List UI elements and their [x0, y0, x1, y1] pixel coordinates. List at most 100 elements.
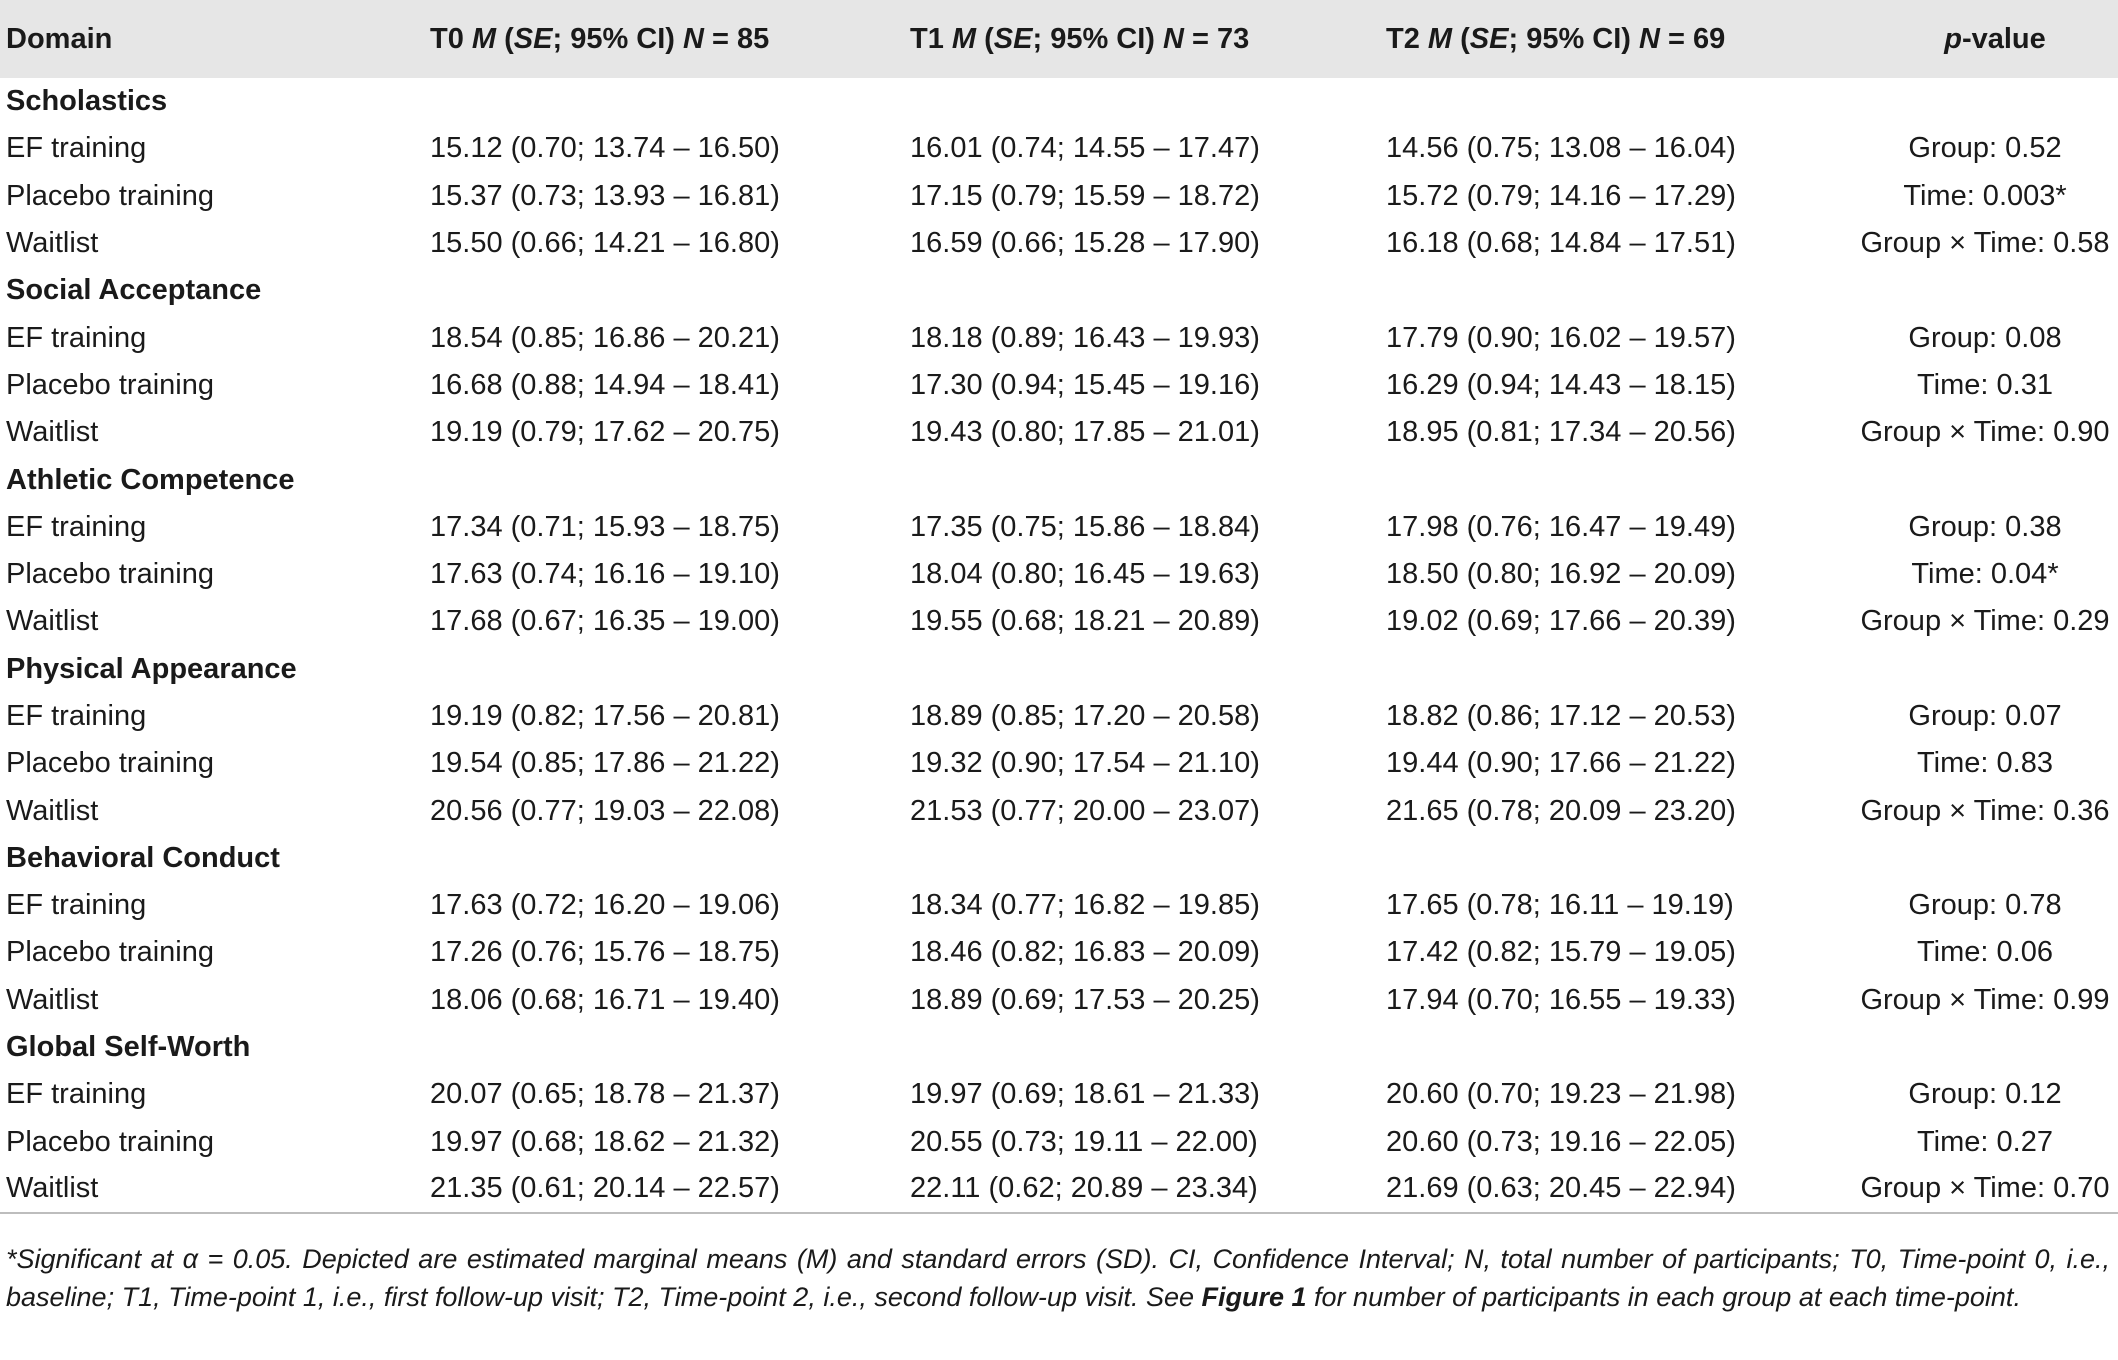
- cell-t2: 17.42 (0.82; 15.79 – 19.05): [1386, 936, 1736, 969]
- domain-row: Social Acceptance: [0, 267, 2118, 314]
- cell-t1: 18.34 (0.77; 16.82 – 19.85): [910, 889, 1260, 922]
- cell-p-value: Time: 0.83: [1917, 747, 2053, 780]
- table-row: EF training 18.54 (0.85; 16.86 – 20.21) 18…: [0, 314, 2118, 361]
- domain-heading: Behavioral Conduct: [6, 841, 280, 874]
- cell-t0: 20.56 (0.77; 19.03 – 22.08): [430, 794, 780, 827]
- group-label: Placebo training: [6, 179, 214, 212]
- cell-t0: 15.50 (0.66; 14.21 – 16.80): [430, 227, 780, 260]
- cell-t1: 22.11 (0.62; 20.89 – 23.34): [880, 1165, 1356, 1215]
- cell-t2: 17.65 (0.78; 16.11 – 19.19): [1386, 889, 1734, 922]
- domain-row: Scholastics: [0, 78, 2118, 125]
- table-row: Waitlist 15.50 (0.66; 14.21 – 16.80) 16.59…: [0, 220, 2118, 267]
- group-label: Waitlist: [0, 1165, 400, 1215]
- cell-p-value: Time: 0.27: [1917, 1125, 2053, 1158]
- cell-t0: 18.54 (0.85; 16.86 – 20.21): [430, 321, 780, 354]
- group-label: Placebo training: [6, 936, 214, 969]
- table-row: Waitlist 19.19 (0.79; 17.62 – 20.75) 19.43…: [0, 409, 2118, 456]
- table-row: Waitlist 18.06 (0.68; 16.71 – 19.40) 18.89…: [0, 977, 2118, 1024]
- table-body: Scholastics EF training 15.12 (0.70; 13.74…: [0, 78, 2118, 1215]
- cell-t1: 19.55 (0.68; 18.21 – 20.89): [910, 605, 1260, 638]
- cell-t2: 20.60 (0.70; 19.23 – 21.98): [1386, 1078, 1736, 1111]
- cell-t1: 16.01 (0.74; 14.55 – 17.47): [910, 132, 1260, 165]
- cell-t0: 15.37 (0.73; 13.93 – 16.81): [430, 179, 780, 212]
- cell-p-value: Group: 0.78: [1908, 889, 2062, 922]
- cell-t1: 18.89 (0.85; 17.20 – 20.58): [910, 700, 1260, 732]
- cell-t0: 17.68 (0.67; 16.35 – 19.00): [430, 605, 780, 638]
- table-row: Placebo training 19.54 (0.85; 17.86 – 21.…: [0, 740, 2118, 787]
- domain-heading: Athletic Competence: [6, 463, 295, 496]
- cell-t0: 17.63 (0.74; 16.16 – 19.10): [430, 558, 780, 591]
- group-label: EF training: [6, 132, 147, 165]
- group-label: Placebo training: [6, 368, 214, 401]
- cell-t2: 21.69 (0.63; 20.45 – 22.94): [1356, 1165, 1832, 1215]
- table-row: EF training 17.63 (0.72; 16.20 – 19.06) 18…: [0, 882, 2118, 929]
- cell-t0: 21.35 (0.61; 20.14 – 22.57): [400, 1165, 880, 1215]
- cell-t2: 20.60 (0.73; 19.16 – 22.05): [1386, 1125, 1736, 1158]
- cell-t2: 18.95 (0.81; 17.34 – 20.56): [1386, 416, 1736, 449]
- cell-p-value: Group × Time: 0.70: [1832, 1165, 2118, 1215]
- cell-t2: 21.65 (0.78; 20.09 – 23.20): [1386, 794, 1736, 827]
- group-label: Waitlist: [6, 983, 99, 1016]
- group-label: Waitlist: [6, 416, 99, 449]
- cell-t1: 19.32 (0.90; 17.54 – 21.10): [910, 747, 1260, 780]
- cell-t2: 18.50 (0.80; 16.92 – 20.09): [1386, 558, 1736, 591]
- cell-t2: 16.18 (0.68; 14.84 – 17.51): [1386, 227, 1736, 260]
- cell-t2: 14.56 (0.75; 13.08 – 16.04): [1386, 132, 1736, 165]
- cell-p-value: Group × Time: 0.36: [1860, 794, 2110, 827]
- cell-t0: 16.68 (0.88; 14.94 – 18.41): [430, 368, 780, 401]
- cell-t1: 17.30 (0.94; 15.45 – 19.16): [910, 368, 1260, 401]
- cell-t2: 16.29 (0.94; 14.43 – 18.15): [1386, 368, 1736, 401]
- table-row: Placebo training 17.26 (0.76; 15.76 – 18.…: [0, 929, 2118, 976]
- table-footnote: *Significant at α = 0.05. Depicted are e…: [6, 1244, 2110, 1312]
- cell-p-value: Time: 0.04*: [1911, 558, 2059, 591]
- group-label: Placebo training: [6, 558, 214, 591]
- cell-p-value: Group × Time: 0.58: [1860, 227, 2110, 260]
- cell-p-value: Group × Time: 0.29: [1860, 605, 2110, 638]
- table-header-row: Domain T0 M (SE; 95% CI) N = 85 T1 M (SE…: [0, 0, 2118, 78]
- domain-heading: Physical Appearance: [6, 652, 297, 685]
- table-row: Waitlist 21.35 (0.61; 20.14 – 22.57) 22.11…: [0, 1165, 2118, 1215]
- cell-t1: 18.18 (0.89; 16.43 – 19.93): [910, 321, 1260, 354]
- cell-p-value: Group: 0.52: [1908, 132, 2062, 165]
- table-row: Placebo training 19.97 (0.68; 18.62 – 21.…: [0, 1119, 2118, 1166]
- domain-row: Athletic Competence: [0, 456, 2118, 503]
- cell-t2: 15.72 (0.79; 14.16 – 17.29): [1386, 179, 1736, 212]
- cell-p-value: Group: 0.07: [1908, 700, 2062, 732]
- cell-p-value: Group: 0.38: [1908, 510, 2062, 543]
- cell-t0: 15.12 (0.70; 13.74 – 16.50): [430, 132, 780, 165]
- table-row: EF training 17.34 (0.71; 15.93 – 18.75) 17…: [0, 504, 2118, 551]
- cell-p-value: Group: 0.12: [1908, 1078, 2062, 1111]
- domain-heading: Scholastics: [6, 85, 168, 118]
- cell-t0: 19.97 (0.68; 18.62 – 21.32): [430, 1125, 780, 1158]
- group-label: EF training: [6, 510, 147, 543]
- cell-t0: 19.19 (0.82; 17.56 – 20.81): [430, 700, 780, 732]
- cell-t1: 21.53 (0.77; 20.00 – 23.07): [910, 794, 1260, 827]
- header-t2: T2 M (SE; 95% CI) N = 69: [1386, 22, 1726, 55]
- cell-t1: 17.15 (0.79; 15.59 – 18.72): [910, 179, 1260, 212]
- cell-t1: 18.89 (0.69; 17.53 – 20.25): [910, 983, 1260, 1016]
- table-row: EF training 20.07 (0.65; 18.78 – 21.37) 19…: [0, 1071, 2118, 1118]
- cell-t1: 18.46 (0.82; 16.83 – 20.09): [910, 936, 1260, 969]
- group-label: EF training: [6, 1078, 147, 1111]
- cell-p-value: Time: 0.003*: [1903, 179, 2067, 212]
- cell-t0: 17.34 (0.71; 15.93 – 18.75): [430, 510, 780, 543]
- cell-p-value: Group × Time: 0.90: [1860, 416, 2110, 449]
- results-table: Domain T0 M (SE; 95% CI) N = 85 T1 M (SE…: [0, 0, 2118, 1215]
- group-label: Placebo training: [6, 747, 214, 780]
- domain-row: Behavioral Conduct: [0, 835, 2118, 882]
- cell-t0: 19.19 (0.79; 17.62 – 20.75): [430, 416, 780, 449]
- cell-t2: 18.82 (0.86; 17.12 – 20.53): [1386, 700, 1736, 732]
- table-row: Waitlist 17.68 (0.67; 16.35 – 19.00) 19.55…: [0, 598, 2118, 645]
- cell-t1: 19.97 (0.69; 18.61 – 21.33): [910, 1078, 1260, 1111]
- group-label: EF training: [6, 700, 147, 732]
- cell-t2: 17.94 (0.70; 16.55 – 19.33): [1386, 983, 1736, 1016]
- cell-t1: 16.59 (0.66; 15.28 – 17.90): [910, 227, 1260, 260]
- table-row: EF training 15.12 (0.70; 13.74 – 16.50) 16…: [0, 125, 2118, 172]
- cell-t1: 19.43 (0.80; 17.85 – 21.01): [910, 416, 1260, 449]
- table-row: Placebo training 17.63 (0.74; 16.16 – 19.…: [0, 551, 2118, 598]
- table-row: Placebo training 15.37 (0.73; 13.93 – 16.…: [0, 173, 2118, 220]
- domain-row: Physical Appearance: [0, 646, 2118, 693]
- cell-t0: 18.06 (0.68; 16.71 – 19.40): [430, 983, 780, 1016]
- cell-p-value: Time: 0.31: [1917, 368, 2053, 401]
